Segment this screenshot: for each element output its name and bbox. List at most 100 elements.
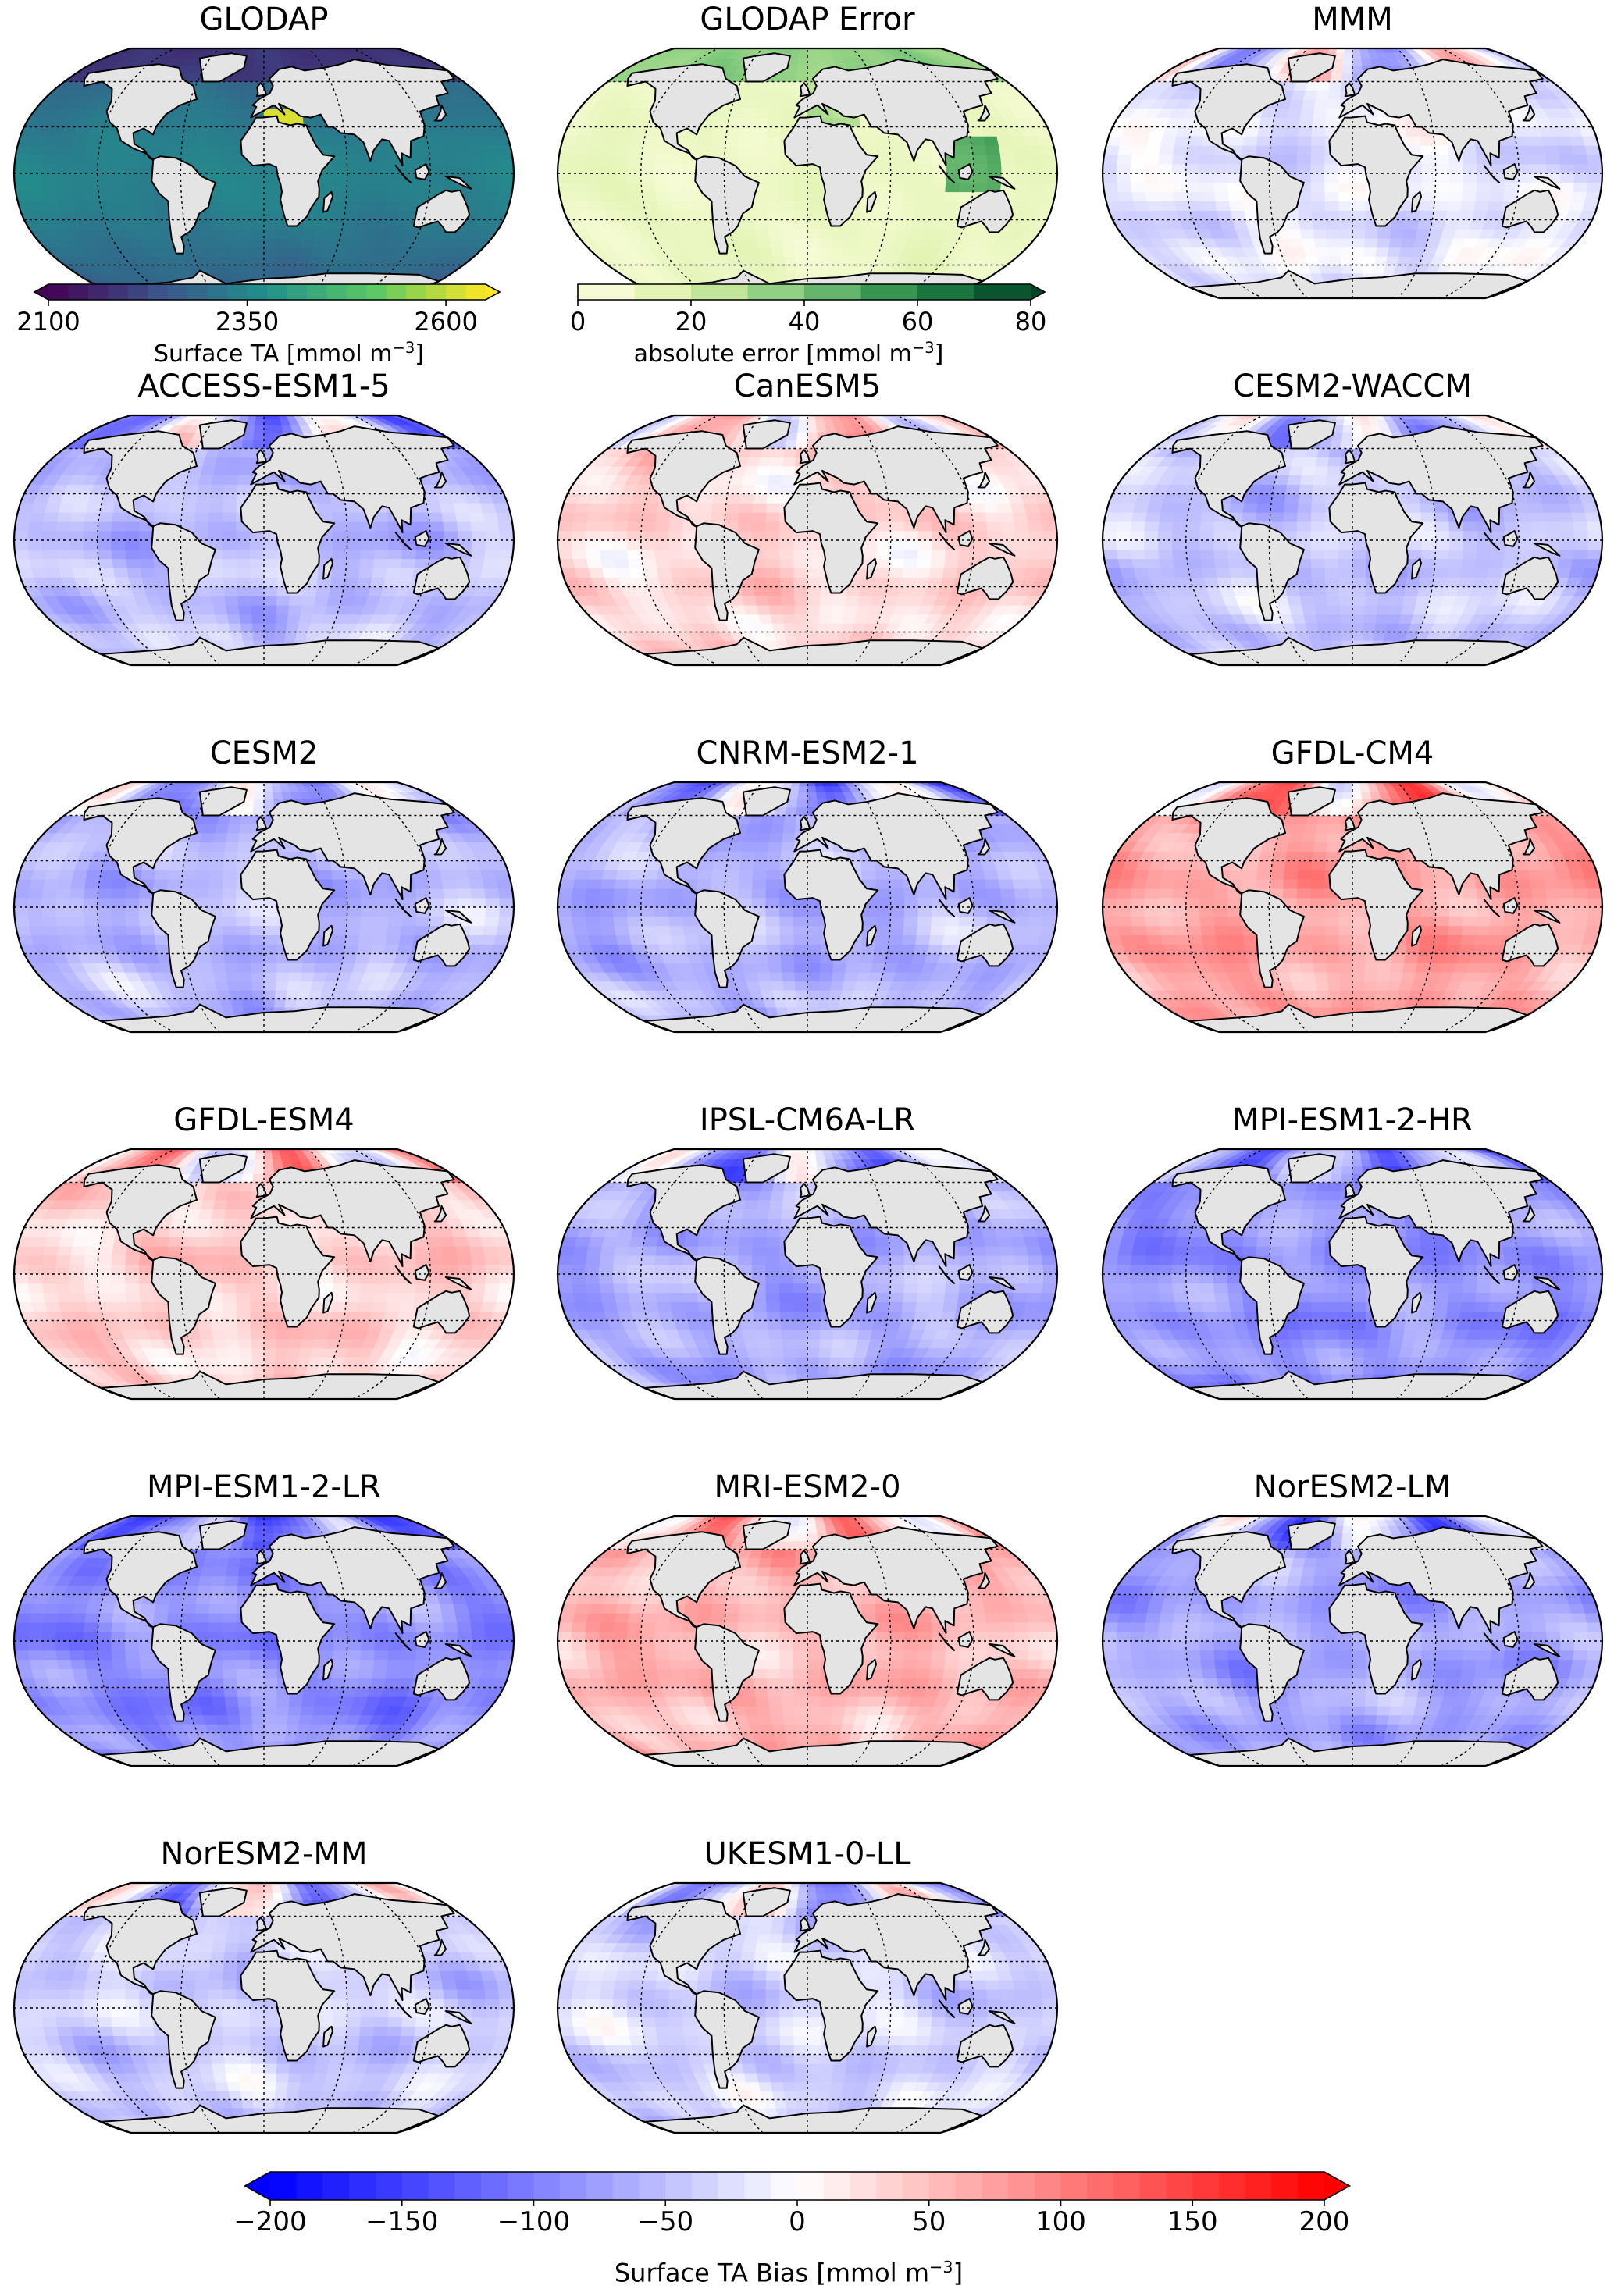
landmass — [1411, 1291, 1422, 1314]
ta-colorbar-band — [187, 284, 208, 300]
bias-colorbar-band — [1087, 2172, 1114, 2200]
error-colorbar-tick-label: 0 — [569, 307, 586, 336]
bias-colorbar-band — [1113, 2172, 1141, 2200]
ocean-field — [14, 415, 514, 665]
landmass — [414, 530, 430, 547]
landmass — [1502, 530, 1519, 547]
ta-colorbar-band — [148, 284, 169, 300]
ta-colorbar-band — [465, 284, 486, 300]
landmass — [100, 1370, 440, 1399]
landmass — [799, 1183, 811, 1198]
bias-colorbar-band — [955, 2172, 983, 2200]
landmass — [977, 838, 991, 856]
landmass — [957, 1631, 974, 1648]
ta-colorbar-band — [108, 284, 129, 300]
landmass — [414, 1264, 430, 1281]
panel-title-mpi-esm1-2-hr: MPI-ESM1-2-HR — [1232, 1102, 1473, 1138]
landmass — [988, 176, 1016, 190]
landmass — [433, 1938, 447, 1956]
bias-colorbar-band — [560, 2172, 587, 2200]
landmass — [250, 1526, 455, 1635]
map-border — [1101, 1148, 1604, 1401]
landmass — [1287, 1153, 1336, 1184]
landmass — [1502, 163, 1519, 180]
landmass — [742, 52, 791, 83]
bias-colorbar-band — [586, 2172, 614, 2200]
map-noresm2-lm — [1101, 1515, 1604, 1767]
landmass — [151, 1623, 216, 1722]
ta-colorbar-band — [446, 284, 467, 300]
panel-title-mpi-esm1-2-lr: MPI-ESM1-2-LR — [147, 1469, 381, 1505]
bias-colorbar-band — [322, 2172, 351, 2200]
bias-colorbar-band — [376, 2172, 403, 2200]
map-border — [12, 1148, 515, 1401]
landmass — [250, 792, 455, 901]
panel-title-gfdl-esm4: GFDL-ESM4 — [173, 1102, 355, 1138]
landmass — [1188, 269, 1529, 298]
landmass — [1287, 52, 1336, 83]
bias-colorbar-band — [349, 2172, 376, 2200]
landmass — [977, 1938, 991, 1956]
landmass — [956, 556, 1014, 600]
error-colorbar-tick-label: 40 — [788, 307, 821, 336]
landmass — [742, 786, 791, 817]
landmass — [1501, 1290, 1559, 1334]
landmass — [433, 1572, 447, 1589]
bias-colorbar-max-arrow — [1324, 2172, 1350, 2200]
landmass — [1239, 522, 1305, 621]
landmass — [433, 471, 447, 489]
ta-colorbar-max-arrow — [486, 284, 500, 300]
error-colorbar-band — [634, 284, 692, 300]
landmass — [433, 1205, 447, 1223]
ocean-field — [1103, 48, 1602, 298]
ta-colorbar-band — [366, 284, 387, 300]
landmass — [1411, 1658, 1422, 1681]
panel-title-ipsl-cm6a-lr: IPSL-CM6A-LR — [699, 1102, 916, 1138]
landmass — [988, 910, 1016, 924]
landmass — [1522, 1572, 1536, 1589]
landmass — [198, 52, 248, 83]
landmass — [793, 1159, 999, 1268]
landmass — [83, 63, 198, 162]
landmass — [1239, 889, 1305, 988]
landmass — [1501, 923, 1559, 967]
error-colorbar-band — [860, 284, 918, 300]
bias-colorbar-band — [639, 2172, 667, 2200]
map-border — [556, 414, 1059, 667]
map-border — [1101, 1515, 1604, 1767]
landmass — [151, 1256, 216, 1355]
bias-colorbar-band — [1219, 2172, 1246, 2200]
ta-colorbar-band — [426, 284, 447, 300]
bias-colorbar-band — [533, 2172, 561, 2200]
error-colorbar-band — [691, 284, 749, 300]
error-colorbar-tick-label: 60 — [901, 307, 934, 336]
panel-title-mri-esm2-0: MRI-ESM2-0 — [714, 1469, 901, 1505]
bias-colorbar-band — [481, 2172, 508, 2200]
panel-title-cesm2-waccm: CESM2-WACCM — [1233, 368, 1472, 404]
landmass — [1171, 797, 1286, 896]
landmass — [694, 522, 760, 621]
landmass — [1344, 1183, 1356, 1198]
landmass — [956, 1290, 1014, 1334]
graticule — [14, 1516, 514, 1766]
map-border — [12, 1515, 515, 1767]
landmass — [956, 2024, 1014, 2068]
landmass — [100, 1003, 440, 1032]
landmass — [977, 1572, 991, 1589]
map-access-esm1-5 — [12, 414, 515, 667]
landmass — [956, 923, 1014, 967]
landmass — [626, 430, 741, 529]
ta-colorbar-band — [48, 284, 69, 300]
landmass — [255, 1183, 268, 1198]
ocean-field — [558, 48, 1057, 298]
landmass — [1239, 1256, 1305, 1355]
graticule — [558, 48, 1057, 298]
map-cnrm-esm2-1 — [556, 781, 1059, 1034]
map-gfdl-esm4 — [12, 1148, 515, 1401]
landmass — [1522, 104, 1536, 122]
landmass — [799, 1917, 811, 1932]
landmass — [1411, 190, 1422, 213]
bias-colorbar-band — [1245, 2172, 1273, 2200]
landmass — [322, 924, 333, 947]
